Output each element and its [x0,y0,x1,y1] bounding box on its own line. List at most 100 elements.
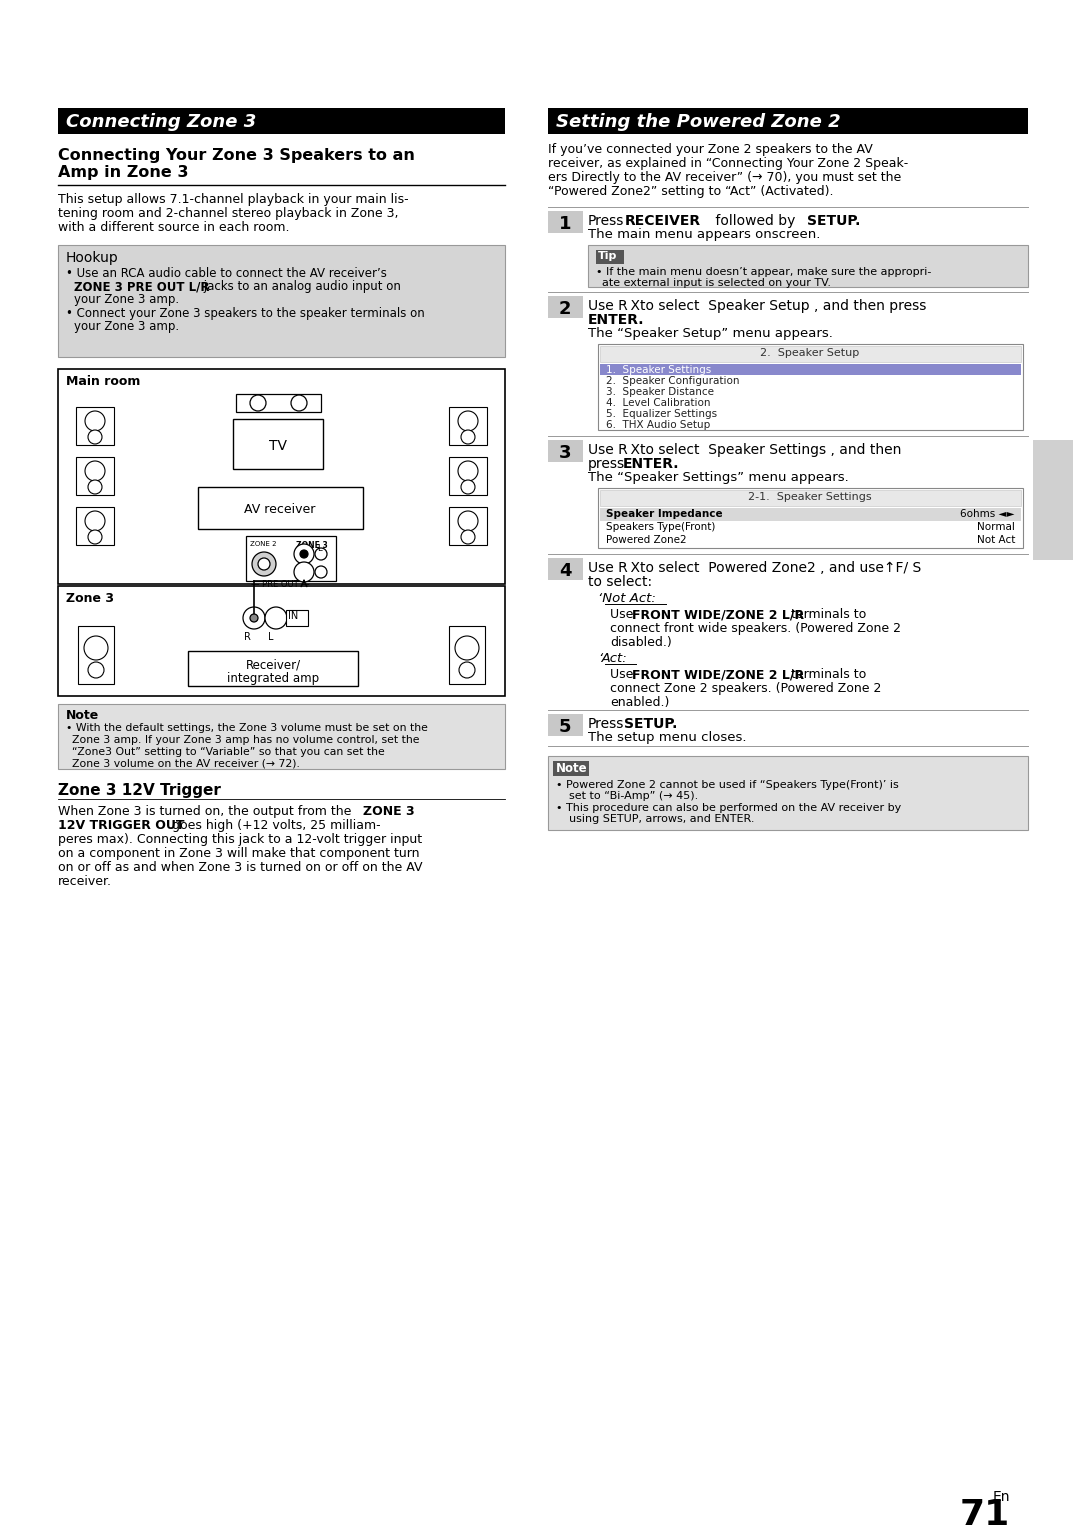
Text: Hookup: Hookup [66,251,119,264]
Bar [198,487,363,529]
Text: En: En [993,1490,1010,1504]
Circle shape [459,662,475,678]
Text: press: press [588,457,625,471]
Text: TV: TV [269,439,287,452]
Bar [600,490,1021,506]
Circle shape [243,607,265,630]
Text: terminals to: terminals to [787,668,866,681]
Circle shape [85,411,105,431]
Text: 1.  Speaker Settings: 1. Speaker Settings [606,365,712,374]
Bar [548,296,583,318]
Text: enabled.): enabled.) [610,695,670,709]
Bar [600,507,1021,521]
Text: 2.  Speaker Configuration: 2. Speaker Configuration [606,376,740,387]
Text: RECEIVER: RECEIVER [625,214,701,228]
Circle shape [84,636,108,660]
Text: Powered Zone2: Powered Zone2 [606,535,687,545]
Text: L: L [318,544,322,553]
Text: Note: Note [556,762,588,775]
Text: terminals to: terminals to [787,608,866,620]
Text: followed by: followed by [711,214,800,228]
Circle shape [87,530,102,544]
Text: connect Zone 2 speakers. (Powered Zone 2: connect Zone 2 speakers. (Powered Zone 2 [610,681,881,695]
Text: Use R Xto select  Speaker Settings , and then: Use R Xto select Speaker Settings , and … [588,443,902,457]
Bar [600,364,1021,374]
Circle shape [300,550,308,558]
Bar [548,440,583,461]
Text: Receiver/: Receiver/ [245,659,300,671]
Text: FRONT WIDE/ZONE 2 L/R: FRONT WIDE/ZONE 2 L/R [632,608,805,620]
Bar [58,108,505,134]
Bar [1032,440,1074,559]
Text: AV receiver: AV receiver [244,503,315,516]
Bar [76,457,114,495]
Bar [233,419,323,469]
Text: • Use an RCA audio cable to connect the AV receiver’s: • Use an RCA audio cable to connect the … [66,267,387,280]
Circle shape [315,565,327,578]
Text: with a different source in each room.: with a different source in each room. [58,222,289,234]
Text: ENTER.: ENTER. [623,457,679,471]
Bar [548,558,583,581]
Text: R: R [244,633,251,642]
Text: Zone 3 amp. If your Zone 3 amp has no volume control, set the: Zone 3 amp. If your Zone 3 amp has no vo… [72,735,419,746]
Text: Main room: Main room [66,374,140,388]
Circle shape [87,480,102,494]
Circle shape [87,429,102,445]
Circle shape [87,662,104,678]
Bar [78,626,114,685]
Text: disabled.): disabled.) [610,636,672,649]
Text: to select:: to select: [588,575,652,588]
Bar [76,507,114,545]
Text: Note: Note [66,709,99,723]
Circle shape [249,614,258,622]
Circle shape [294,544,314,564]
Text: 71: 71 [960,1497,1010,1528]
Text: your Zone 3 amp.: your Zone 3 amp. [75,293,179,306]
Text: When Zone 3 is turned on, the output from the: When Zone 3 is turned on, the output fro… [58,805,355,817]
Text: Use: Use [610,608,637,620]
Text: Not Act: Not Act [976,535,1015,545]
Bar [246,536,336,581]
Circle shape [455,636,480,660]
Bar [286,610,308,626]
Text: receiver.: receiver. [58,876,112,888]
Circle shape [458,461,478,481]
Bar [600,345,1021,362]
Circle shape [294,562,314,582]
Text: ZONE 3: ZONE 3 [363,805,415,817]
Bar [237,394,321,413]
Text: The “Speaker Setup” menu appears.: The “Speaker Setup” menu appears. [588,327,833,341]
Bar [449,507,487,545]
Text: The setup menu closes.: The setup menu closes. [588,730,746,744]
Circle shape [458,510,478,532]
Text: ers Directly to the AV receiver” (→ 70), you must set the: ers Directly to the AV receiver” (→ 70),… [548,171,901,183]
Text: on or off as and when Zone 3 is turned on or off on the AV: on or off as and when Zone 3 is turned o… [58,860,422,874]
Text: The main menu appears onscreen.: The main menu appears onscreen. [588,228,821,241]
Text: Press: Press [588,717,624,730]
Text: peres max). Connecting this jack to a 12-volt trigger input: peres max). Connecting this jack to a 12… [58,833,422,847]
Text: Use R Xto select  Speaker Setup , and then press: Use R Xto select Speaker Setup , and the… [588,299,927,313]
Text: Zone 3 12V Trigger: Zone 3 12V Trigger [58,782,221,798]
Circle shape [249,396,266,411]
Circle shape [461,429,475,445]
Text: • With the default settings, the Zone 3 volume must be set on the: • With the default settings, the Zone 3 … [66,723,428,733]
Text: “Powered Zone2” setting to “Act” (Activated).: “Powered Zone2” setting to “Act” (Activa… [548,185,834,199]
Bar [449,457,487,495]
Text: 5.  Equalizer Settings: 5. Equalizer Settings [606,410,717,419]
Text: your Zone 3 amp.: your Zone 3 amp. [75,319,179,333]
Bar [548,108,1028,134]
Text: SETUP.: SETUP. [624,717,677,730]
Bar [548,211,583,232]
Bar [449,626,485,685]
Bar [58,704,505,769]
Text: Zone 3: Zone 3 [66,591,114,605]
Text: tening room and 2-channel stereo playback in Zone 3,: tening room and 2-channel stereo playbac… [58,206,399,220]
Text: R: R [318,568,323,578]
Text: 6.  THX Audio Setup: 6. THX Audio Setup [606,420,711,429]
Text: 2: 2 [558,299,571,318]
Bar [58,244,505,358]
Text: • This procedure can also be performed on the AV receiver by: • This procedure can also be performed o… [556,804,901,813]
Circle shape [458,411,478,431]
Bar [596,251,624,264]
Text: • Powered Zone 2 cannot be used if “Speakers Type(Front)’ is: • Powered Zone 2 cannot be used if “Spea… [556,779,899,790]
